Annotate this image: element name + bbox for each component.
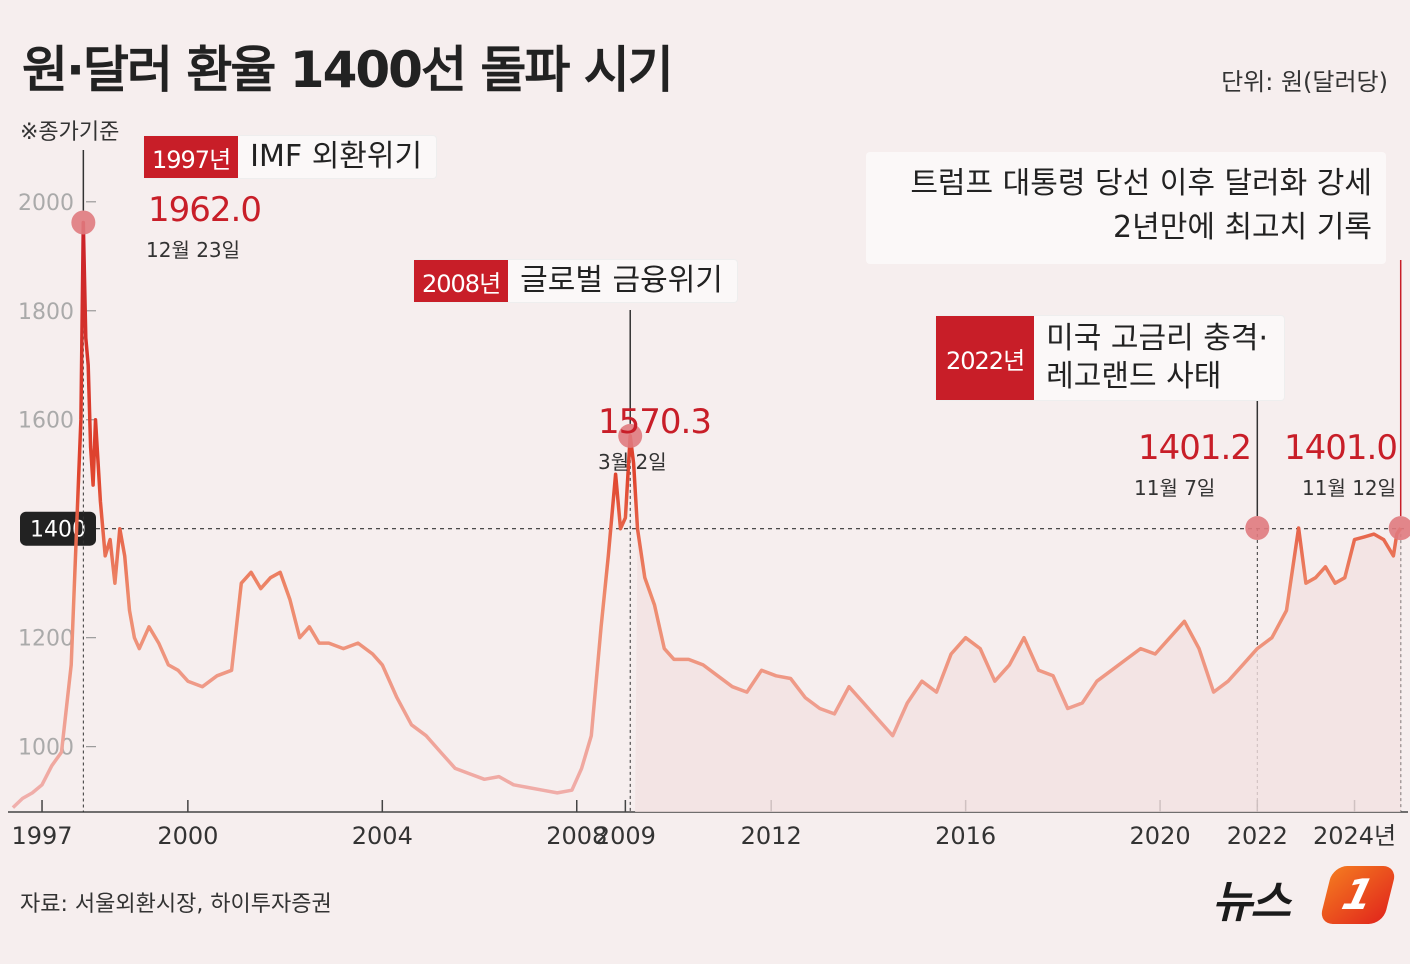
peak-date-2024: 11월 12일 [1302,476,1397,500]
x-tick-label: 2004 [352,822,413,850]
peak-value-2024: 1401.0 [1284,428,1398,468]
x-tick-label: 2024년 [1313,822,1396,850]
area-fill [635,528,1401,812]
chart-title: 원·달러 환율 1400선 돌파 시기 [22,41,674,99]
logo-text: 뉴스 [1212,877,1291,928]
unit-label: 단위: 원(달러당) [1221,68,1388,96]
x-tick-label: 1997 [11,822,72,850]
annotation-year: 2022년 [936,316,1035,400]
annotation-2008: 2008년 글로벌 금융위기 [414,260,737,302]
annotation-1997: 1997년 IMF 외환위기 [144,136,437,178]
x-tick-label: 2008 [546,822,607,850]
annotation-text: IMF 외환위기 [250,139,423,174]
x-tick-label: 2022 [1227,822,1288,850]
logo-mark-icon: 1 [1318,866,1398,924]
source-note: 자료: 서울외환시장, 하이투자증권 [20,892,332,917]
x-tick-label: 2020 [1130,822,1191,850]
peak-value-2022: 1401.2 [1138,428,1252,468]
basis-note: ※종가기준 [20,120,120,145]
trump-note: 트럼프 대통령 당선 이후 달러화 강세 2년만에 최고치 기록 [866,152,1386,264]
peak-marker-1997 [71,210,96,235]
y-tick-label: 1600 [18,409,74,434]
y-tick-label: 1000 [18,736,74,761]
peak-marker-2022 [1245,516,1270,541]
x-tick-label: 2000 [157,822,218,850]
annotation-2022: 2022년 미국 고금리 충격· 레고랜드 사태 [936,316,1284,400]
peak-date-2009: 3월 2일 [598,450,667,474]
x-tick-label: 2012 [741,822,802,850]
annotation-text: 미국 고금리 충격· 레고랜드 사태 [1046,321,1268,394]
peak-date-1997: 12월 23일 [146,238,241,262]
x-tick-label: 2016 [935,822,996,850]
peak-date-2022: 11월 7일 [1134,476,1216,500]
peak-value-2009: 1570.3 [598,402,712,442]
x-tick-label: 2009 [595,822,656,850]
y-tick-label: 1800 [18,300,74,325]
y-tick-label: 2000 [18,191,74,216]
peak-marker-2009 [618,423,643,448]
peak-marker-2024 [1388,516,1410,541]
peak-value-1997: 1962.0 [148,190,262,230]
series-line-usdkrw [11,220,1403,809]
annotation-text: 글로벌 금융위기 [520,263,723,298]
annotation-year: 1997년 [144,136,239,178]
y-tick-label: 1200 [18,627,74,652]
news1-logo: 뉴스 1 [1212,862,1400,932]
annotation-year: 2008년 [414,260,509,302]
